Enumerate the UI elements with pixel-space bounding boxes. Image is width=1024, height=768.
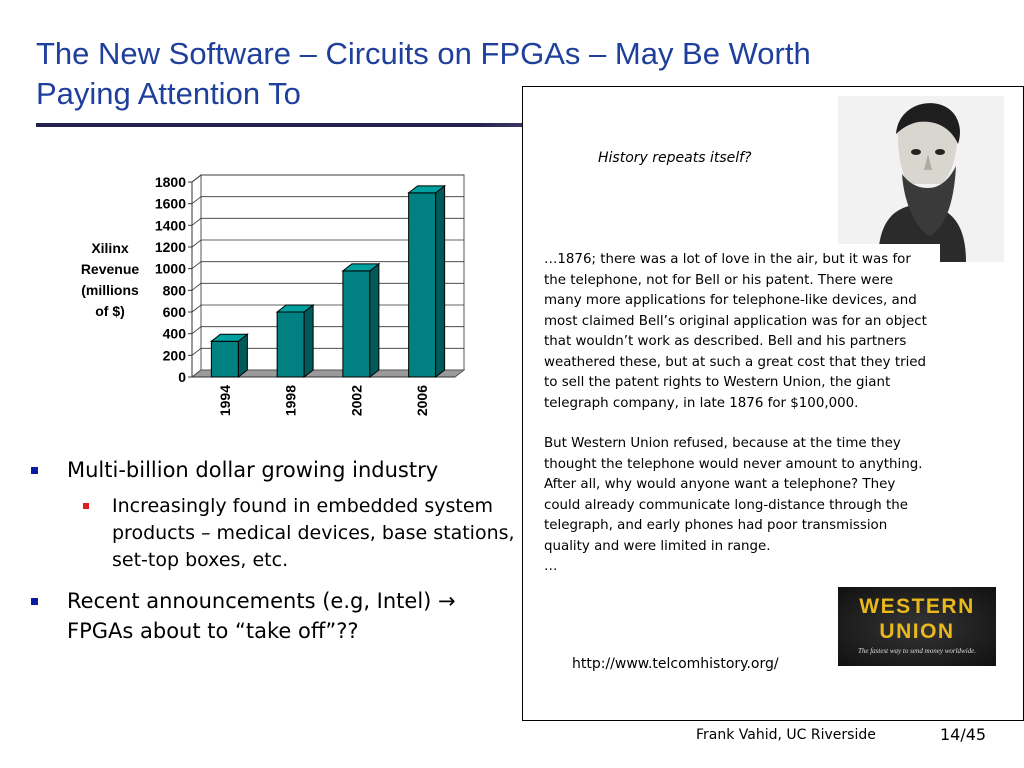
y-tick-label: 1800 [155, 174, 186, 190]
western-union-logo: WESTERN UNION The fastest way to send mo… [838, 587, 996, 666]
y-tick-label: 1600 [155, 196, 186, 212]
y-tick-label: 1400 [155, 217, 186, 233]
chart-gridline [191, 239, 464, 248]
bar-side [303, 303, 314, 379]
bar-side [369, 262, 380, 379]
chart-gridline [191, 196, 464, 204]
page-number: 14/45 [940, 725, 987, 744]
x-tick-label: 2002 [348, 385, 364, 416]
logo-word: WESTERN [859, 595, 975, 618]
logo-word: UNION [879, 620, 954, 643]
y-tick-label: 1200 [155, 239, 186, 255]
history-caption: History repeats itself? [598, 150, 752, 166]
y-tick-label: 400 [163, 326, 187, 342]
x-tick-label: 2006 [414, 385, 430, 416]
chart-gridline [191, 261, 464, 269]
bullet-list: Multi-billion dollar growing industry In… [28, 455, 523, 654]
bar-top [209, 333, 249, 342]
bell-portrait-image [838, 96, 1004, 262]
bullet-marker [31, 598, 38, 605]
sub-bullet-text: Increasingly found in embedded system pr… [112, 495, 515, 571]
logo-tagline: The fastest way to send money worldwide. [858, 647, 976, 655]
bar-top [407, 185, 447, 194]
bar-front [276, 311, 305, 378]
y-tick-label: 1000 [155, 261, 186, 277]
bullet-item: Recent announcements (e.g, Intel) → FPGA… [28, 586, 523, 646]
bar-front [408, 192, 437, 378]
chart-ylabel-line: of $) [95, 303, 125, 319]
chart-gridline [191, 217, 464, 226]
chart-gridline [191, 174, 464, 183]
bar-top [341, 263, 381, 272]
slide-title: The New Software – Circuits on FPGAs – M… [36, 36, 811, 111]
y-tick-label: 800 [163, 282, 187, 298]
chart-ylabel-line: (millions [81, 282, 139, 298]
chart-ylabel-line: Xilinx [91, 240, 129, 256]
story-paragraph: But Western Union refused, because at th… [544, 436, 923, 554]
bar-side [435, 184, 446, 379]
bullet-text: Recent announcements (e.g, Intel) → FPGA… [67, 589, 456, 643]
chart-ylabel-line: Revenue [80, 261, 140, 277]
bar-front [342, 270, 371, 378]
y-tick-label: 600 [163, 304, 187, 320]
footer-author: Frank Vahid, UC Riverside [696, 727, 876, 743]
bar-front [210, 340, 239, 378]
sub-bullet-item: Increasingly found in embedded system pr… [28, 493, 523, 574]
x-tick-label: 1994 [217, 385, 233, 416]
story-paragraph: …1876; there was a lot of love in the ai… [544, 252, 927, 411]
bullet-marker [31, 467, 38, 474]
sub-bullet-marker [83, 503, 89, 509]
chart-side-wall [191, 173, 202, 379]
history-story: …1876; there was a lot of love in the ai… [536, 244, 940, 582]
source-link[interactable]: http://www.telcomhistory.org/ [572, 656, 779, 672]
story-ellipsis: … [544, 559, 558, 574]
y-tick-label: 0 [178, 369, 186, 385]
y-tick-label: 200 [163, 347, 187, 363]
chart-ylabel: Xilinx Revenue (millions of $) [70, 238, 150, 322]
title-underline [36, 123, 836, 127]
bullet-text: Multi-billion dollar growing industry [67, 458, 439, 482]
bar-top [275, 304, 315, 313]
x-tick-label: 1998 [283, 385, 299, 416]
bullet-item: Multi-billion dollar growing industry [28, 455, 523, 485]
revenue-bar-chart: 0 200 400 600 800 1000 1200 1400 1600 1800 1994 199… [155, 173, 466, 416]
